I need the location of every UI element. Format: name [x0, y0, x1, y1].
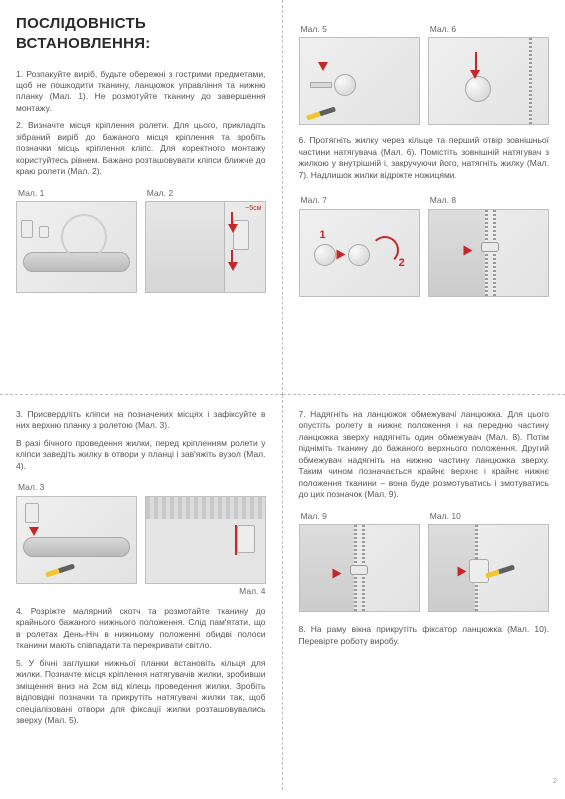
figure-2: Мал. 2 ~5см: [145, 188, 266, 293]
step-3b-text: В разі бічного проведення жилки, перед к…: [16, 438, 266, 472]
figure-3: Мал. 3: [16, 482, 137, 599]
figure-1: Мал. 1: [16, 188, 137, 293]
figure-7: Мал. 7 1 2: [299, 195, 420, 296]
figure-row-1-2: Мал. 1 Мал. 2 ~5см: [16, 188, 266, 293]
quadrant-4: 7. Надягніть на ланцюжок обмежувачі ланц…: [283, 395, 565, 790]
figure-row-7-8: Мал. 7 1 2 Мал. 8: [299, 195, 550, 296]
figure-row-9-10: Мал. 9 Мал. 10: [299, 511, 550, 612]
quadrant-1: ПОСЛІДОВНІСТЬ ВСТАНОВЛЕННЯ: 1. Розпакуйт…: [0, 0, 283, 395]
figure-7-num2: 2: [399, 256, 405, 271]
step-1-text: 1. Розпакуйте виріб, будьте обережні з г…: [16, 69, 266, 115]
step-3a-text: 3. Присвердліть кліпси на позначених міс…: [16, 409, 266, 432]
figure-2-label: Мал. 2: [145, 188, 266, 199]
figure-5-label: Мал. 5: [299, 24, 420, 35]
page-number: 2: [553, 777, 557, 786]
figure-row-3-4: Мал. 3 Мал. 4: [16, 482, 266, 599]
figure-4: Мал. 4: [145, 482, 266, 599]
figure-7-num1: 1: [320, 228, 326, 243]
figure-3-diagram: [16, 496, 137, 584]
figure-6-label: Мал. 6: [428, 24, 549, 35]
figure-9-diagram: [299, 524, 420, 612]
figure-10: Мал. 10: [428, 511, 549, 612]
step-5-text: 5. У бічні заглушки нижньої планки встан…: [16, 658, 266, 727]
figure-10-label: Мал. 10: [428, 511, 549, 522]
figure-row-5-6: Мал. 5 Мал. 6: [299, 24, 550, 125]
figure-8-diagram: [428, 209, 549, 297]
figure-5: Мал. 5: [299, 24, 420, 125]
figure-1-diagram: [16, 201, 137, 293]
figure-6-diagram: [428, 37, 549, 125]
quadrant-2: Мал. 5 Мал. 6 6. Протягніть жилку чер: [283, 0, 565, 395]
figure-1-label: Мал. 1: [16, 188, 137, 199]
figure-4-label: Мал. 4: [145, 586, 266, 597]
figure-2-note: ~5см: [245, 204, 261, 213]
figure-7-diagram: 1 2: [299, 209, 420, 297]
figure-10-diagram: [428, 524, 549, 612]
quadrant-3: 3. Присвердліть кліпси на позначених міс…: [0, 395, 283, 790]
figure-8-label: Мал. 8: [428, 195, 549, 206]
figure-4-diagram: [145, 496, 266, 584]
figure-9-label: Мал. 9: [299, 511, 420, 522]
figure-5-diagram: [299, 37, 420, 125]
figure-3-label: Мал. 3: [16, 482, 137, 493]
figure-2-diagram: ~5см: [145, 201, 266, 293]
figure-6: Мал. 6: [428, 24, 549, 125]
figure-9: Мал. 9: [299, 511, 420, 612]
page-title: ПОСЛІДОВНІСТЬ ВСТАНОВЛЕННЯ:: [16, 14, 266, 55]
step-4-text: 4. Розріжте малярний скотч та розмотайте…: [16, 606, 266, 652]
step-2-text: 2. Визначте місця кріплення ролети. Для …: [16, 120, 266, 177]
figure-7-label: Мал. 7: [299, 195, 420, 206]
step-6-text: 6. Протягніть жилку через кільце та перш…: [299, 135, 550, 181]
figure-8: Мал. 8: [428, 195, 549, 296]
step-7-text: 7. Надягніть на ланцюжок обмежувачі ланц…: [299, 409, 550, 501]
step-8-text: 8. На раму вікна прикрутіть фіксатор лан…: [299, 624, 550, 647]
